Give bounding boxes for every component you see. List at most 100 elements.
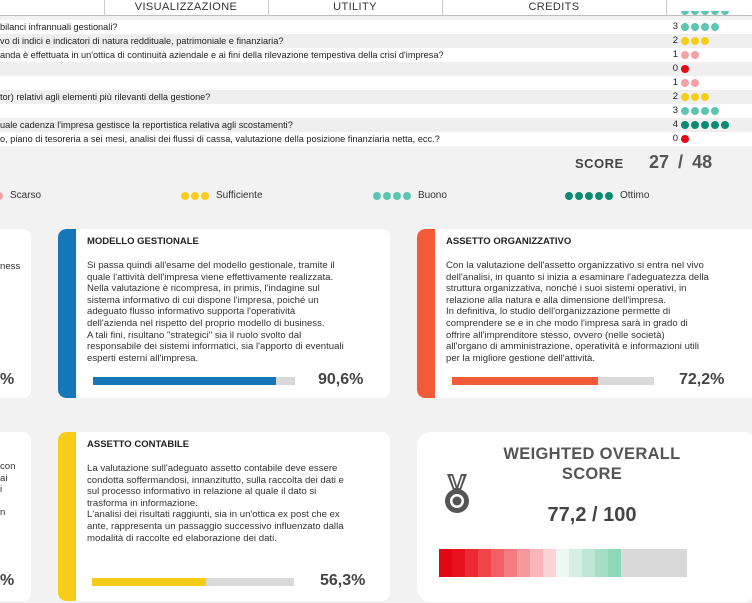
card-body-line: A tali fini, risultano "strategici" sia … xyxy=(87,329,302,341)
question-row[interactable]: uale cadenza l'impresa gestisce la repor… xyxy=(0,118,752,132)
top-dots-partial xyxy=(681,11,729,15)
question-text: bilanci infrannuali gestionali? xyxy=(0,22,118,32)
question-row[interactable]: o, piano di tesoreria a sei mesi, analis… xyxy=(0,132,752,146)
rating-dot xyxy=(691,37,699,45)
card-assetto-organizzativo[interactable]: ASSETTO ORGANIZZATIVO Con la valutazione… xyxy=(417,229,752,398)
rating-dot xyxy=(681,121,689,129)
card-title: MODELLO GESTIONALE xyxy=(87,236,199,247)
card-body-line: sistema informativo di cui dispone l'imp… xyxy=(87,294,319,306)
rating-dot xyxy=(721,121,729,129)
legend-item-ottimo: Ottimo xyxy=(565,190,649,201)
legend-dot xyxy=(403,191,411,200)
rating-dot xyxy=(681,65,689,73)
legend-item-buono: Buono xyxy=(373,190,447,201)
weighted-overall-card[interactable]: WEIGHTED OVERALL SCORE 77,2 / 100 xyxy=(417,432,752,602)
question-score: 2 xyxy=(672,35,678,46)
legend-label: Ottimo xyxy=(620,190,650,201)
question-row[interactable]: tor) relativi agli elementi più rilevant… xyxy=(0,90,752,104)
card-body-line: adeguato flusso informativo supporta l'o… xyxy=(87,306,296,318)
card-accent-stripe xyxy=(417,229,435,398)
card-accent-stripe xyxy=(58,229,76,398)
partial-percent: % xyxy=(0,572,15,589)
header-utility[interactable]: UTILITY xyxy=(333,1,377,13)
header-credits[interactable]: CREDITS xyxy=(528,1,580,13)
legend-item-scarso: Scarso xyxy=(0,190,41,201)
rating-dot xyxy=(701,37,709,45)
progress-fill xyxy=(93,377,276,385)
rating-dots xyxy=(681,107,719,115)
card-modello-gestionale[interactable]: MODELLO GESTIONALE Si passa quindi all'e… xyxy=(58,229,390,398)
card-body-line: esperti esterni all'impresa. xyxy=(87,352,199,364)
card-body-line: sul processo informativo in relazione al… xyxy=(87,486,317,498)
card-body-line: La valutazione sull'adeguato assetto con… xyxy=(87,463,338,474)
partial-card-left-top: ness % xyxy=(0,229,31,398)
card-body-line: all'organo di amministrazione, operativi… xyxy=(446,341,699,353)
card-body-line: comprendere se e in che modo l'impresa s… xyxy=(446,317,688,329)
partial-line xyxy=(0,496,15,508)
gradient-segment xyxy=(543,549,556,577)
card-body-line: relazione alla natura e alla dimensione … xyxy=(446,294,666,306)
legend-dot xyxy=(201,191,209,200)
card-body-line: condotta soffermandosi, innanzitutto, su… xyxy=(87,474,344,486)
gradient-segment xyxy=(439,549,452,577)
gradient-segment xyxy=(556,549,569,577)
rating-dot xyxy=(701,121,709,129)
question-row[interactable]: 0 xyxy=(0,62,752,76)
rating-dots xyxy=(681,51,699,59)
legend-dot xyxy=(605,191,613,200)
rating-dots xyxy=(681,37,709,45)
question-text: o, piano di tesoreria a sei mesi, analis… xyxy=(0,134,440,144)
rating-dot xyxy=(681,93,689,101)
rating-dots xyxy=(681,135,689,143)
rating-dots xyxy=(681,121,729,129)
rating-dot xyxy=(681,79,689,87)
legend-dot xyxy=(191,191,199,200)
card-assetto-contabile[interactable]: ASSETTO CONTABILE La valutazione sull'ad… xyxy=(58,432,390,601)
question-row[interactable]: 1 xyxy=(0,76,752,90)
partial-text: ness xyxy=(0,261,21,272)
legend-dot xyxy=(383,191,391,200)
card-body-line: modalità di raccolte ed elaborazione dei… xyxy=(87,532,277,544)
question-score: 1 xyxy=(672,77,678,88)
question-row[interactable]: anda è effettuata in un'ottica di contin… xyxy=(0,48,752,62)
progress-bar xyxy=(93,377,295,385)
card-body-line: struttura organizzativa, nonché i suoi s… xyxy=(446,283,687,295)
header-visualizzazione[interactable]: VISUALIZZAZIONE xyxy=(134,1,238,13)
rating-dot xyxy=(711,121,719,129)
gradient-segment xyxy=(491,549,504,577)
question-text: tor) relativi agli elementi più rilevant… xyxy=(0,92,211,102)
rating-dot xyxy=(691,51,699,59)
gradient-segment xyxy=(569,549,582,577)
question-score: 0 xyxy=(672,63,678,74)
card-body-line: In definitiva, lo studio dell'organizzaz… xyxy=(446,306,671,318)
card-body-line: per la migliore gestione dell'attività. xyxy=(446,352,596,364)
card-accent-stripe xyxy=(58,432,76,601)
card-body-line: Si passa quindi all'esame del modello ge… xyxy=(87,260,335,271)
gradient-segment xyxy=(504,549,517,577)
score-gradient-bar xyxy=(439,549,687,577)
partial-text: con ai i n xyxy=(0,461,15,519)
gradient-remaining xyxy=(621,549,687,577)
card-percent: 56,3% xyxy=(320,572,366,589)
legend-dot xyxy=(393,191,401,200)
question-score: 1 xyxy=(672,49,678,60)
question-row[interactable]: bilanci infrannuali gestionali? 3 xyxy=(0,20,752,34)
gradient-segment xyxy=(517,549,530,577)
legend-label: Buono xyxy=(418,190,447,201)
question-row[interactable]: vo di indici e indicatori di natura redd… xyxy=(0,34,752,48)
score-current: 27 xyxy=(649,152,670,172)
overall-title-line2: SCORE xyxy=(561,465,623,483)
legend-dot xyxy=(0,191,3,200)
rating-dot xyxy=(681,51,689,59)
rating-dots xyxy=(681,79,699,87)
card-body-line: quale l'attività dell'impresa viene effe… xyxy=(87,271,334,283)
question-row[interactable]: 3 xyxy=(0,104,752,118)
card-body-line: responsabile dei sistemi informatici, si… xyxy=(87,341,344,353)
rating-dot xyxy=(681,135,689,143)
score-value: 27 / 48 xyxy=(649,152,712,173)
rating-dot xyxy=(681,37,689,45)
rating-dot xyxy=(691,23,699,31)
card-body-line: ante, rappresenta un passaggio successiv… xyxy=(87,520,344,532)
rating-dot xyxy=(691,121,699,129)
progress-bar xyxy=(92,578,294,586)
